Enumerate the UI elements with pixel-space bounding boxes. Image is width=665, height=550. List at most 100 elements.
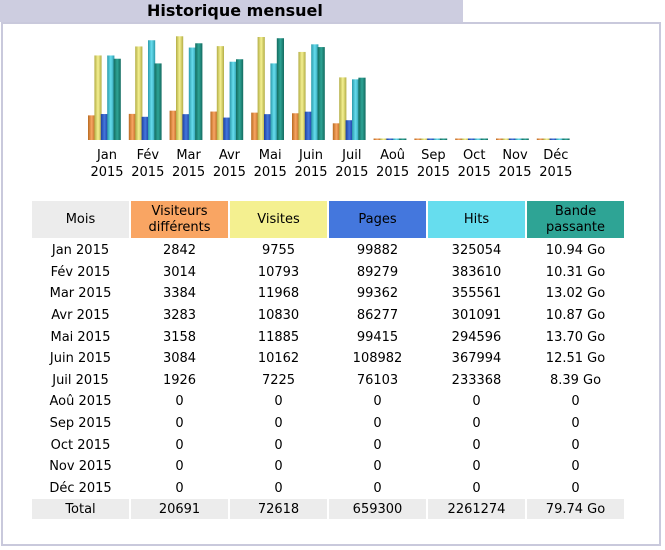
cell-month: Oct 2015 (50, 437, 111, 453)
cell-hits: 301091 (451, 308, 502, 324)
visitors-bar (292, 113, 300, 140)
hits-bar (352, 79, 360, 140)
cell-visitors: 0 (175, 394, 184, 410)
pages-bar (549, 138, 557, 140)
x-tick-month: Sep (421, 148, 446, 163)
hits-bar (392, 138, 400, 140)
table-row: Déc 2015 0 0 0 0 0 (32, 478, 624, 500)
cell-pages: 0 (373, 480, 382, 496)
x-tick-year: 2015 (376, 165, 409, 180)
cell-month: Sep 2015 (49, 416, 112, 432)
cell-hits: 367994 (451, 351, 502, 367)
header-visitors: Visiteurs différents (131, 201, 228, 238)
cell-hits: 0 (472, 459, 481, 475)
table-row: Oct 2015 0 0 0 0 0 (32, 434, 624, 456)
cell-visitors: 2842 (162, 243, 197, 259)
visitors-bar (169, 110, 177, 140)
cell-hits: 294596 (451, 329, 502, 345)
cell-month: Juin 2015 (49, 351, 112, 367)
cell-bandwidth: 10.31 Go (545, 264, 606, 280)
table-row: Fév 2015 3014 10793 89279 383610 10.31 Go (32, 262, 624, 284)
monthly-stats-table: Mois Visiteurs différents Visites Pages … (30, 201, 626, 520)
bandwidth-bar (236, 59, 244, 140)
x-tick-year: 2015 (90, 165, 123, 180)
pages-bar (264, 114, 272, 140)
cell-pages: 0 (373, 394, 382, 410)
header-visits: Visites (230, 201, 327, 238)
x-tick-month: Nov (502, 148, 528, 163)
pages-bar (427, 138, 435, 140)
header-pages: Pages (329, 201, 426, 238)
x-tick-year: 2015 (335, 165, 368, 180)
cell-month: Mar 2015 (49, 286, 112, 302)
visitors-bar (455, 138, 463, 140)
bandwidth-bar (521, 138, 529, 140)
table-row: Nov 2015 0 0 0 0 0 (32, 456, 624, 478)
pages-bar (468, 138, 476, 140)
hits-bar (270, 63, 278, 140)
hits-bar (433, 138, 441, 140)
visitors-bar (332, 123, 340, 140)
table-row: Mai 2015 3158 11885 99415 294596 13.70 Go (32, 326, 624, 348)
x-tick-month: Juin (298, 148, 323, 163)
cell-month: Jan 2015 (51, 243, 110, 259)
x-tick-year: 2015 (131, 165, 164, 180)
cell-pages: 86277 (356, 308, 399, 324)
cell-visitors: 0 (175, 416, 184, 432)
bandwidth-bar (399, 138, 407, 140)
cell-hits: 0 (472, 480, 481, 496)
cell-pages: 0 (373, 459, 382, 475)
cell-visits: 7225 (261, 372, 296, 388)
x-tick-month: Avr (219, 148, 241, 163)
x-tick-month: Fév (137, 148, 160, 163)
cell-visits: 9755 (261, 243, 296, 259)
table-row: Aoû 2015 0 0 0 0 0 (32, 391, 624, 413)
pages-bar (100, 114, 108, 140)
cell-visitors: 1926 (162, 372, 197, 388)
cell-month: Mai 2015 (50, 329, 111, 345)
cell-hits: 2261274 (428, 499, 525, 520)
bandwidth-bar (276, 38, 284, 140)
x-tick-month: Déc (543, 148, 568, 163)
cell-visits: 11968 (257, 286, 300, 302)
cell-pages: 99882 (356, 243, 399, 259)
pages-bar (345, 120, 353, 140)
visitors-bar (251, 112, 259, 140)
pages-bar (304, 111, 312, 140)
x-tick-year: 2015 (539, 165, 572, 180)
cell-month: Total (32, 499, 129, 520)
x-tick-month: Oct (463, 148, 485, 163)
bandwidth-bar (113, 58, 121, 140)
cell-hits: 233368 (451, 372, 502, 388)
visitors-bar (88, 115, 96, 140)
cell-pages: 99362 (356, 286, 399, 302)
cell-bandwidth: 12.51 Go (545, 351, 606, 367)
cell-bandwidth: 0 (571, 459, 580, 475)
x-tick-year: 2015 (458, 165, 491, 180)
cell-bandwidth: 0 (571, 394, 580, 410)
cell-pages: 0 (373, 416, 382, 432)
cell-visits: 72618 (230, 499, 327, 520)
cell-bandwidth: 79.74 Go (527, 499, 624, 520)
visits-bar (420, 138, 428, 140)
pages-bar (223, 117, 231, 140)
hits-bar (474, 138, 482, 140)
cell-hits: 383610 (451, 264, 502, 280)
cell-bandwidth: 10.94 Go (545, 243, 606, 259)
cell-bandwidth: 0 (571, 437, 580, 453)
cell-visits: 0 (274, 416, 283, 432)
cell-pages: 0 (373, 437, 382, 453)
visits-bar (298, 51, 306, 140)
cell-visits: 0 (274, 394, 283, 410)
cell-bandwidth: 8.39 Go (549, 372, 602, 388)
cell-visitors: 3014 (162, 264, 197, 280)
table-row: Jan 2015 2842 9755 99882 325054 10.94 Go (32, 238, 624, 262)
x-tick-year: 2015 (294, 165, 327, 180)
visits-bar (135, 46, 143, 141)
pages-bar (508, 138, 516, 140)
cell-visits: 10793 (257, 264, 300, 280)
cell-pages: 76103 (356, 372, 399, 388)
cell-visitors: 3084 (162, 351, 197, 367)
cell-hits: 0 (472, 394, 481, 410)
visitors-bar (128, 113, 136, 140)
